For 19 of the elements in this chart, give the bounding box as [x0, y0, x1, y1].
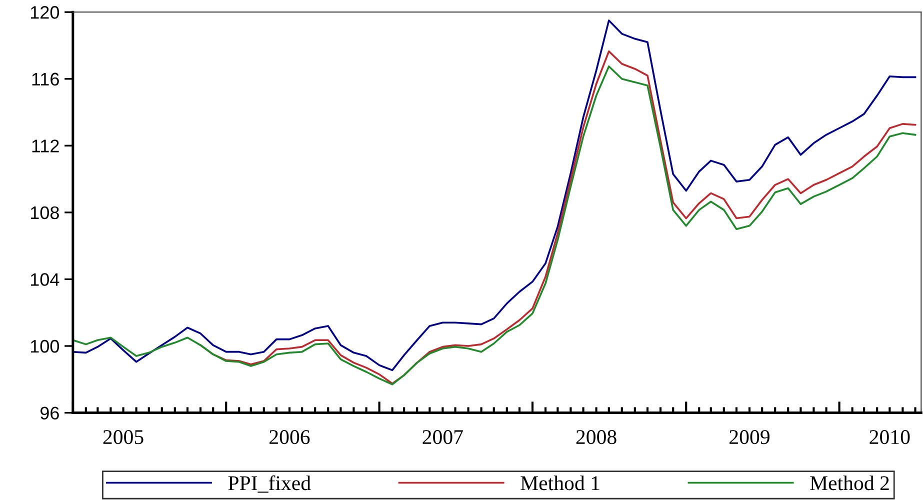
x-tick-label: 2010 — [870, 430, 910, 444]
y-tick-label: 96 — [40, 406, 59, 420]
y-tick-label: 104 — [30, 273, 60, 286]
y-tick-label: 112 — [32, 140, 59, 152]
x-tick-label: 2007 — [422, 430, 463, 444]
line-series — [200, 50, 916, 384]
x-tick-label: 2005 — [103, 430, 144, 444]
legend-label: Method 2 — [810, 476, 889, 490]
legend-label: Method 1 — [520, 476, 600, 490]
line-series — [72, 65, 916, 386]
y-tick-label: 108 — [30, 206, 59, 220]
x-tick-label: 2006 — [270, 430, 310, 444]
x-tick-label: 2009 — [730, 430, 770, 444]
y-tick-label: 116 — [32, 72, 59, 86]
y-tick-label: 120 — [30, 6, 60, 19]
x-tick-label: 2008 — [576, 430, 616, 444]
line-series — [72, 20, 916, 372]
legend-label: PPI_fixed — [228, 475, 311, 493]
y-tick-label: 100 — [30, 340, 60, 353]
